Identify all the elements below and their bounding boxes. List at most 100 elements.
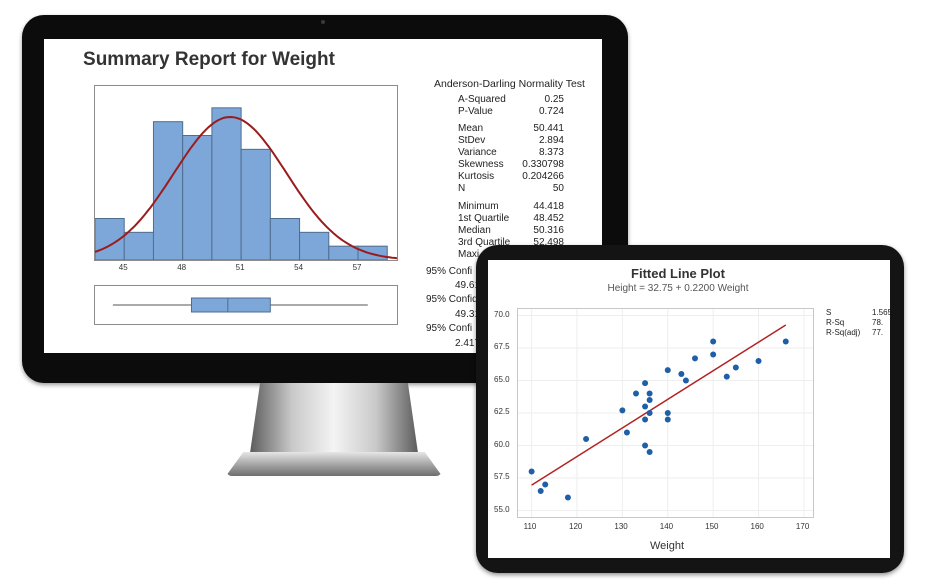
normal-curve [94, 115, 398, 260]
regression-stat-value: 1.565 [872, 308, 890, 317]
stat-label: Skewness [458, 159, 504, 170]
scatter-point [782, 338, 789, 345]
scatter-x-label: Weight [649, 540, 685, 552]
scatter-point [642, 416, 649, 423]
ci-value: 2.417 [455, 338, 481, 349]
tablet-screen: Fitted Line Plot Height = 32.75 + 0.2200… [488, 260, 890, 558]
scatter-point [664, 416, 671, 423]
stat-value: 8.373 [538, 147, 564, 158]
monitor-screen: Summary Report for Weight 45 48 51 54 57 And… [44, 39, 602, 353]
scatter-point [633, 390, 639, 397]
scatter-x-tick: 150 [705, 522, 719, 531]
scatter-point [619, 407, 626, 414]
monitor-stand [250, 383, 418, 453]
ci-label: 95% Confi [426, 323, 473, 334]
ci-value: 49.61 [455, 280, 481, 291]
scatter-point [642, 403, 649, 410]
histogram-panel [94, 85, 398, 261]
stat-value: 0.330798 [522, 159, 564, 170]
scatter-point [755, 358, 762, 364]
scatter-y-tick: 55.0 [494, 504, 510, 514]
boxplot-box [190, 297, 271, 313]
scatter-point [692, 355, 698, 362]
scatter-chart [518, 309, 813, 517]
fitted-line-title: Fitted Line Plot [631, 266, 725, 281]
stat-label: N [458, 183, 466, 194]
histogram-bar [211, 107, 242, 261]
scatter-point [537, 488, 544, 494]
histogram-x-tick: 45 [118, 263, 128, 272]
scatter-point [646, 397, 653, 403]
boxplot-chart [112, 297, 368, 313]
stat-value: 50.441 [533, 123, 564, 134]
summary-report-title: Summary Report for Weight [83, 49, 335, 70]
stat-label: P-Value [458, 106, 493, 117]
regression-stat-value: 77. [872, 328, 884, 337]
scatter-point [646, 410, 653, 416]
ad-test-heading: Anderson-Darling Normality Test [434, 78, 585, 90]
stat-label: Maxi [458, 249, 480, 260]
scatter-point [710, 351, 717, 358]
histogram-x-tick: 48 [177, 263, 187, 272]
scatter-point [528, 468, 535, 475]
histogram-x-tick: 54 [294, 263, 304, 272]
monitor-stand-base [226, 452, 442, 476]
scatter-x-tick: 130 [614, 522, 628, 531]
stat-label: 1st Quartile [458, 213, 510, 224]
scatter-point [646, 449, 653, 455]
stat-label: Variance [458, 147, 497, 158]
stat-value: 44.418 [533, 201, 564, 212]
ci-value: 49.31 [455, 309, 481, 320]
scatter-y-tick: 60.0 [494, 439, 510, 449]
ci-label: 95% Confi [426, 266, 473, 277]
stat-value: 50.316 [533, 225, 564, 236]
scatter-x-tick: 170 [795, 522, 810, 531]
histogram-bar [240, 148, 271, 261]
scatter-plot-panel [517, 308, 814, 518]
fitted-line-subtitle: Height = 32.75 + 0.2200 Weight [607, 283, 749, 294]
histogram-bar [299, 231, 330, 261]
stat-label: Mean [458, 123, 484, 134]
histogram-chart [94, 107, 398, 261]
scatter-point [642, 442, 649, 449]
stat-label: StDev [458, 135, 486, 146]
histogram-bar [152, 121, 184, 261]
histogram-bar [328, 245, 359, 261]
scatter-y-tick: 70.0 [494, 309, 510, 319]
histogram-bar [123, 231, 154, 261]
stat-value: 52.498 [533, 237, 564, 248]
scatter-x-tick: 110 [523, 522, 537, 531]
stat-label: Median [458, 225, 491, 236]
histogram-bar [269, 218, 301, 261]
stat-value: 0.25 [544, 94, 564, 105]
scatter-point [732, 364, 739, 371]
scatter-x-tick: 120 [569, 522, 583, 531]
scatter-y-tick: 62.5 [494, 407, 510, 416]
stat-label: Minimum [458, 201, 499, 212]
scatter-point [646, 390, 653, 397]
scatter-point [664, 367, 671, 374]
regression-stat-label: S [826, 308, 832, 317]
stat-label: 3rd Quartile [458, 237, 511, 248]
scatter-point [642, 380, 649, 387]
scatter-point [623, 429, 630, 436]
boxplot-panel [94, 285, 398, 325]
scatter-point [723, 373, 730, 380]
stat-value: 0.724 [538, 106, 564, 117]
stat-value: 50 [552, 183, 564, 194]
scatter-x-tick: 140 [659, 522, 674, 531]
stat-value: 48.452 [533, 213, 564, 224]
scatter-point [710, 338, 717, 345]
stat-label: A-Squared [458, 94, 506, 105]
scatter-point [664, 410, 671, 416]
fitted-regression-line [531, 324, 787, 486]
scatter-x-tick: 160 [750, 522, 764, 531]
ci-label: 95% Confid [426, 294, 478, 305]
regression-stat-label: R-Sq(adj) [826, 328, 861, 337]
scatter-y-tick: 67.5 [494, 342, 510, 351]
scatter-point [682, 377, 689, 384]
stat-label: Kurtosis [458, 171, 495, 182]
histogram-x-tick: 57 [352, 263, 362, 272]
scatter-y-tick: 57.5 [494, 472, 510, 481]
stat-value: 2.894 [538, 135, 564, 146]
